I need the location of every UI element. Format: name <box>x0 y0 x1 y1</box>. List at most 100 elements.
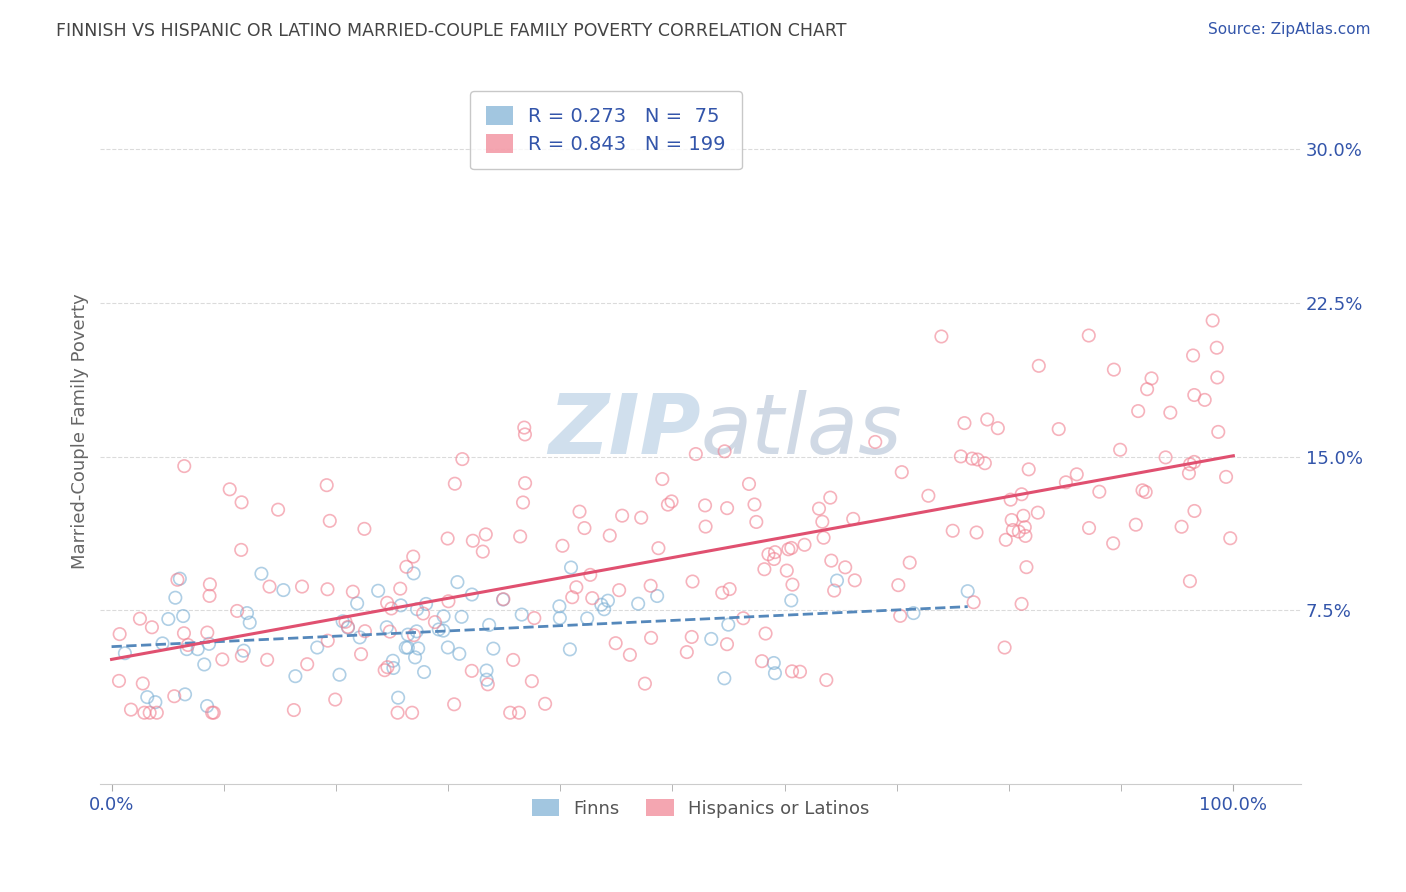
Point <box>475 527 498 541</box>
Point <box>328 667 350 681</box>
Point <box>395 640 418 655</box>
Point <box>198 637 221 651</box>
Point <box>754 562 776 576</box>
Point <box>509 529 531 543</box>
Point <box>593 602 616 616</box>
Point <box>763 666 786 681</box>
Point <box>834 560 856 574</box>
Text: ZIP: ZIP <box>548 391 700 472</box>
Point <box>432 624 454 638</box>
Point <box>994 533 1017 547</box>
Point <box>450 609 472 624</box>
Point <box>523 611 546 625</box>
Point <box>865 434 887 449</box>
Point <box>152 636 174 650</box>
Point <box>811 515 834 529</box>
Point <box>561 591 583 605</box>
Point <box>713 444 735 458</box>
Point <box>471 544 494 558</box>
Point <box>378 624 401 639</box>
Point <box>640 631 662 645</box>
Point <box>449 647 471 661</box>
Point <box>898 556 921 570</box>
Point <box>211 652 233 666</box>
Point <box>354 624 377 639</box>
Point <box>478 618 501 632</box>
Point <box>685 447 707 461</box>
Point <box>813 531 835 545</box>
Point <box>404 650 426 665</box>
Point <box>966 452 988 467</box>
Point <box>446 575 468 590</box>
Point <box>108 627 131 641</box>
Point <box>273 583 295 598</box>
Point <box>605 636 627 650</box>
Point <box>890 465 912 479</box>
Point <box>236 606 259 620</box>
Point <box>187 642 209 657</box>
Point <box>134 706 156 720</box>
Point <box>789 665 811 679</box>
Point <box>1012 508 1035 523</box>
Point <box>114 646 136 660</box>
Point <box>823 583 845 598</box>
Point <box>1028 359 1050 373</box>
Point <box>143 695 166 709</box>
Point <box>336 620 359 634</box>
Point <box>132 676 155 690</box>
Point <box>401 706 423 720</box>
Point <box>231 542 253 557</box>
Point <box>682 574 704 589</box>
Point <box>581 591 603 606</box>
Point <box>520 674 543 689</box>
Point <box>231 495 253 509</box>
Point <box>250 566 273 581</box>
Point <box>436 532 458 546</box>
Point <box>1215 470 1237 484</box>
Point <box>917 489 939 503</box>
Point <box>1178 466 1201 480</box>
Point <box>1178 574 1201 589</box>
Legend: Finns, Hispanics or Latinos: Finns, Hispanics or Latinos <box>524 791 876 825</box>
Point <box>733 611 755 625</box>
Point <box>560 560 582 574</box>
Point <box>780 593 803 607</box>
Point <box>283 703 305 717</box>
Point <box>402 566 425 581</box>
Point <box>502 653 524 667</box>
Point <box>949 450 972 464</box>
Point <box>640 579 662 593</box>
Point <box>778 542 800 557</box>
Point <box>202 706 225 720</box>
Point <box>1078 521 1101 535</box>
Point <box>820 553 842 567</box>
Point <box>451 452 474 467</box>
Point <box>762 656 785 670</box>
Point <box>962 595 984 609</box>
Point <box>681 630 703 644</box>
Point <box>332 615 354 629</box>
Text: atlas: atlas <box>700 391 903 472</box>
Point <box>1206 425 1229 439</box>
Point <box>512 495 534 509</box>
Point <box>402 628 425 642</box>
Point <box>169 572 191 586</box>
Point <box>163 690 186 704</box>
Point <box>953 416 976 430</box>
Point <box>433 609 456 624</box>
Point <box>157 612 180 626</box>
Point <box>548 611 571 625</box>
Point <box>415 597 437 611</box>
Point <box>396 627 419 641</box>
Point <box>1102 536 1125 550</box>
Point <box>319 514 342 528</box>
Point <box>346 596 368 610</box>
Point <box>744 498 766 512</box>
Point <box>716 637 738 651</box>
Point <box>619 648 641 662</box>
Point <box>793 538 815 552</box>
Point <box>1219 531 1241 545</box>
Point <box>942 524 965 538</box>
Point <box>413 665 436 679</box>
Point <box>377 660 399 674</box>
